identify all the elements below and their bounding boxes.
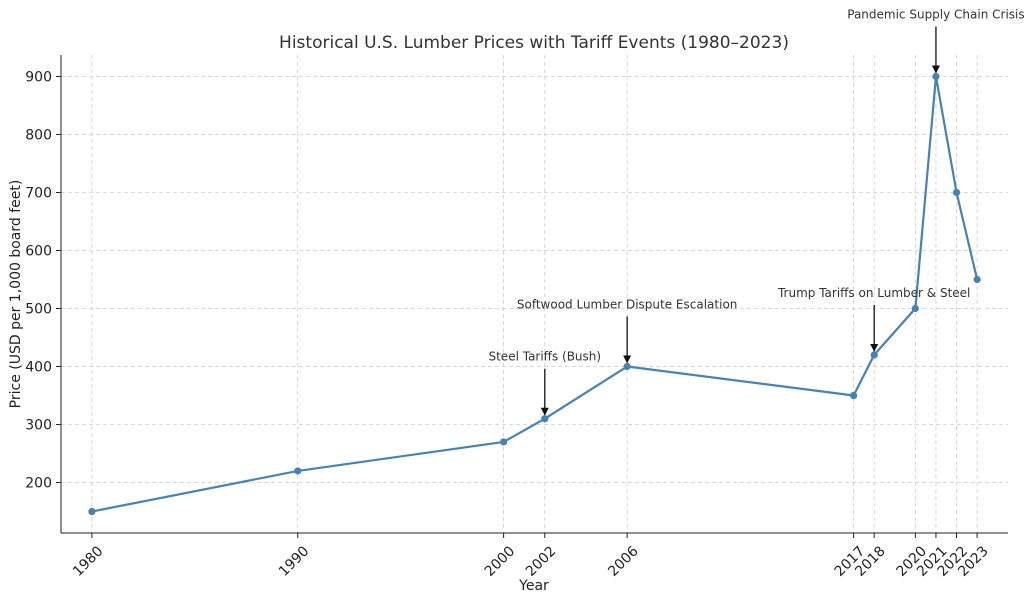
y-tick-label: 300 [25, 418, 52, 434]
y-tick-label: 900 [25, 69, 52, 85]
data-point [541, 415, 549, 423]
x-tick-label: 1980 [70, 543, 107, 580]
annotations: Steel Tariffs (Bush) Softwood Lumber Disp… [488, 7, 1024, 416]
data-point [849, 391, 858, 400]
y-tick-label: 400 [25, 360, 52, 376]
y-tick-label: 600 [25, 243, 52, 259]
y-tick-label: 500 [25, 302, 52, 318]
x-axis-label: Year [518, 578, 549, 594]
data-point [932, 72, 940, 81]
data-point [952, 188, 961, 197]
x-tick-label: 2000 [482, 543, 519, 580]
annotation-label: Trump Tariffs on Lumber & Steel [777, 286, 970, 300]
chart-title: Historical U.S. Lumber Prices with Tarif… [279, 33, 789, 53]
y-tick-label: 200 [25, 476, 52, 492]
data-point [870, 351, 878, 359]
x-tick-label: 2002 [523, 543, 560, 580]
annotation-label: Softwood Lumber Dispute Escalation [517, 298, 738, 312]
annotation-label: Steel Tariffs (Bush) [488, 350, 601, 364]
data-point [294, 467, 302, 475]
grid [61, 55, 1008, 533]
y-tick-label: 800 [25, 127, 52, 143]
y-tick-label: 700 [25, 185, 52, 201]
data-point [623, 362, 631, 371]
series-layer [88, 72, 981, 516]
x-tick-label: 2006 [605, 543, 642, 580]
annotation-label: Pandemic Supply Chain Crisis [847, 7, 1024, 21]
data-point [973, 275, 981, 284]
data-point [500, 438, 508, 446]
y-axis-label: Price (USD per 1,000 board feet) [8, 180, 24, 409]
x-tick-label: 1990 [276, 543, 313, 580]
data-point [911, 304, 919, 313]
data-point [88, 507, 96, 516]
